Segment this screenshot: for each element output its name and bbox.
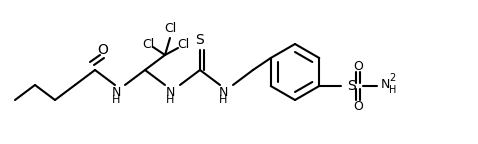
Text: O: O <box>353 100 363 112</box>
Text: H: H <box>389 85 396 95</box>
Text: S: S <box>347 79 356 93</box>
Text: O: O <box>353 59 363 72</box>
Text: S: S <box>196 33 205 47</box>
Text: N: N <box>165 86 174 98</box>
Text: H: H <box>219 95 227 105</box>
Text: 2: 2 <box>389 73 395 83</box>
Text: N: N <box>218 86 228 98</box>
Text: H: H <box>166 95 174 105</box>
Text: Cl: Cl <box>164 21 176 35</box>
Text: N: N <box>380 77 390 90</box>
Text: N: N <box>111 86 120 98</box>
Text: H: H <box>112 95 120 105</box>
Text: O: O <box>98 43 109 57</box>
Text: Cl: Cl <box>142 38 154 52</box>
Text: Cl: Cl <box>177 38 189 52</box>
